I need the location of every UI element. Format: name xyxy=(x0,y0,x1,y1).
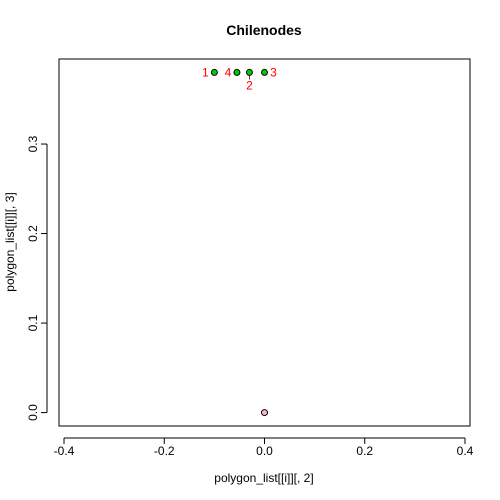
y-axis: 0.0 0.1 0.2 0.3 xyxy=(26,135,48,421)
point-label: 4 xyxy=(225,65,232,79)
x-axis-label: polygon_list[[i]][, 2] xyxy=(214,471,313,485)
node-point xyxy=(261,68,268,76)
x-tick-label: 0.0 xyxy=(256,444,273,458)
plot-frame xyxy=(58,58,471,427)
x-tick-label: -0.4 xyxy=(54,444,75,458)
point-label: 2 xyxy=(246,78,253,92)
y-tick-label: 0.2 xyxy=(26,225,40,242)
node-point xyxy=(245,68,253,76)
y-tick-label: 0.0 xyxy=(26,404,40,421)
x-tick-label: 0.4 xyxy=(457,444,474,458)
data-points xyxy=(210,68,268,417)
y-tick-label: 0.1 xyxy=(26,314,40,331)
node-point xyxy=(233,68,241,76)
x-tick-label: 0.2 xyxy=(356,444,373,458)
point-label: 1 xyxy=(202,65,209,79)
point-label: 3 xyxy=(270,65,277,79)
point-labels: 1 2 3 4 xyxy=(202,65,277,92)
y-tick-label: 0.3 xyxy=(26,135,40,152)
y-axis-label: polygon_list[[i]][, 3] xyxy=(3,192,17,291)
origin-point xyxy=(261,409,268,417)
x-axis: -0.4 -0.2 0.0 0.2 0.4 xyxy=(54,437,474,458)
chart-title: Chilenodes xyxy=(226,22,302,38)
x-tick-label: -0.2 xyxy=(154,444,175,458)
node-point xyxy=(210,68,218,76)
